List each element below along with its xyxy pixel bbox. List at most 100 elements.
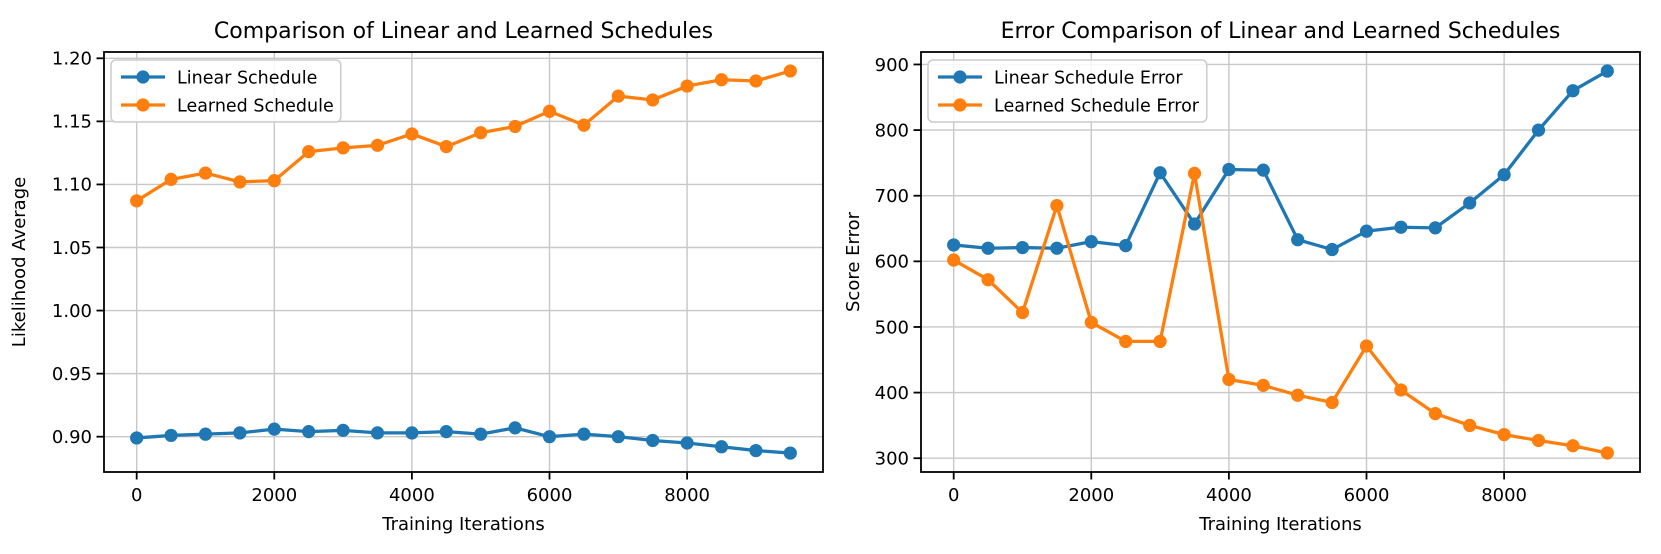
data-point-marker	[611, 89, 625, 103]
data-point-marker	[164, 172, 178, 186]
data-point-marker	[1119, 238, 1133, 253]
y-tick-label: 800	[875, 120, 909, 141]
x-tick-label: 0	[948, 485, 959, 506]
data-point-marker	[1463, 418, 1477, 433]
data-point-marker	[1291, 388, 1305, 402]
data-point-marker	[1084, 235, 1098, 249]
data-point-marker	[198, 166, 213, 180]
gridlines	[104, 52, 823, 472]
series-linear-schedule-error	[947, 64, 1614, 257]
data-point-marker	[1428, 221, 1442, 235]
chart-title: Error Comparison of Linear and Learned S…	[1001, 19, 1561, 44]
legend-box	[927, 59, 1208, 123]
data-point-marker	[1359, 224, 1374, 238]
data-point-marker	[577, 427, 591, 441]
data-point-marker	[1050, 241, 1064, 255]
data-point-marker	[1256, 378, 1270, 392]
data-point-marker	[267, 174, 281, 188]
data-point-marker	[1600, 64, 1614, 78]
data-point-marker	[130, 194, 144, 208]
x-tick-label: 4000	[1206, 485, 1252, 506]
data-point-marker	[783, 446, 797, 460]
x-tick-label: 6000	[527, 485, 573, 506]
y-tick-label: 500	[875, 317, 909, 338]
y-tick-label: 0.95	[52, 364, 92, 385]
y-tick-label: 1.20	[52, 49, 92, 70]
y-tick-label: 1.10	[52, 175, 92, 196]
data-point-marker	[1084, 315, 1098, 329]
y-tick-label: 1.00	[52, 301, 92, 322]
data-point-marker	[981, 241, 995, 255]
data-point-marker	[1566, 84, 1580, 98]
legend-swatch-marker	[953, 98, 967, 112]
y-tick-label: 0.90	[52, 427, 92, 448]
y-tick-label: 700	[875, 186, 909, 207]
data-point-marker	[1325, 395, 1339, 410]
data-point-marker	[1463, 196, 1477, 210]
legend: Linear Schedule Error Learned Schedule Er…	[927, 59, 1208, 123]
data-point-marker	[405, 426, 419, 440]
data-point-marker	[1050, 198, 1064, 213]
data-point-marker	[714, 73, 729, 87]
data-point-marker	[714, 440, 729, 454]
data-point-marker	[1119, 334, 1133, 349]
data-point-marker	[542, 430, 557, 444]
left-chart: 0 2000 4000 6000 8000 0.90 0.95 1.00 1.05 1.10 1.1…	[9, 19, 824, 535]
y-axis-label: Likelihood Average	[9, 177, 30, 347]
data-point-marker	[267, 422, 281, 436]
legend-swatch-marker	[136, 98, 150, 112]
data-point-marker	[370, 138, 385, 152]
data-point-marker	[164, 428, 178, 443]
data-point-marker	[1015, 305, 1030, 320]
data-point-marker	[336, 141, 350, 155]
legend-entry-label: Learned Schedule Error	[994, 96, 1200, 116]
x-tick-label: 8000	[664, 485, 710, 506]
legend-swatch-marker	[953, 70, 967, 84]
chart-title: Comparison of Linear and Learned Schedul…	[214, 19, 713, 44]
data-point-marker	[577, 118, 591, 132]
data-point-marker	[370, 426, 385, 440]
data-point-marker	[1222, 162, 1236, 177]
data-point-marker	[198, 427, 213, 441]
data-point-marker	[474, 126, 488, 140]
data-point-marker	[405, 127, 419, 141]
x-tick-label: 0	[131, 485, 142, 506]
data-point-marker	[302, 145, 316, 159]
y-tick-label: 1.05	[52, 238, 92, 259]
data-point-marker	[749, 74, 763, 88]
data-point-marker	[1428, 406, 1442, 421]
series-linear-schedule	[130, 421, 797, 460]
data-point-marker	[947, 238, 961, 252]
x-axis-label: Training Iterations	[1198, 514, 1361, 535]
x-axis-label: Training Iterations	[381, 514, 544, 535]
data-point-marker	[336, 423, 350, 437]
data-point-marker	[1394, 220, 1408, 234]
legend-entry-label: Learned Schedule	[177, 96, 334, 116]
x-tick-label: 4000	[389, 485, 435, 506]
data-point-marker	[680, 436, 694, 450]
data-point-marker	[947, 253, 961, 267]
data-point-marker	[474, 427, 488, 441]
data-point-marker	[508, 119, 522, 134]
data-point-marker	[439, 425, 453, 439]
y-tick-label: 300	[875, 449, 909, 470]
legend-entry-label: Linear Schedule Error	[994, 68, 1183, 88]
data-point-marker	[508, 421, 522, 435]
data-point-marker	[1497, 168, 1511, 182]
data-point-marker	[680, 79, 694, 93]
data-point-marker	[233, 175, 247, 189]
data-point-marker	[783, 64, 797, 78]
x-tick-label: 2000	[1068, 485, 1114, 506]
data-point-marker	[981, 273, 995, 287]
data-point-marker	[233, 426, 247, 440]
data-point-marker	[1153, 166, 1167, 180]
legend: Linear Schedule Learned Schedule	[110, 59, 342, 123]
data-point-marker	[1291, 233, 1305, 247]
legend-swatch-marker	[136, 70, 150, 84]
y-axis-label: Score Error	[843, 211, 864, 312]
data-point-marker	[1222, 372, 1236, 387]
axis-ticks: 0 2000 4000 6000 8000 300 400 500 600 700 800 900	[875, 55, 1527, 506]
data-point-marker	[542, 104, 557, 118]
